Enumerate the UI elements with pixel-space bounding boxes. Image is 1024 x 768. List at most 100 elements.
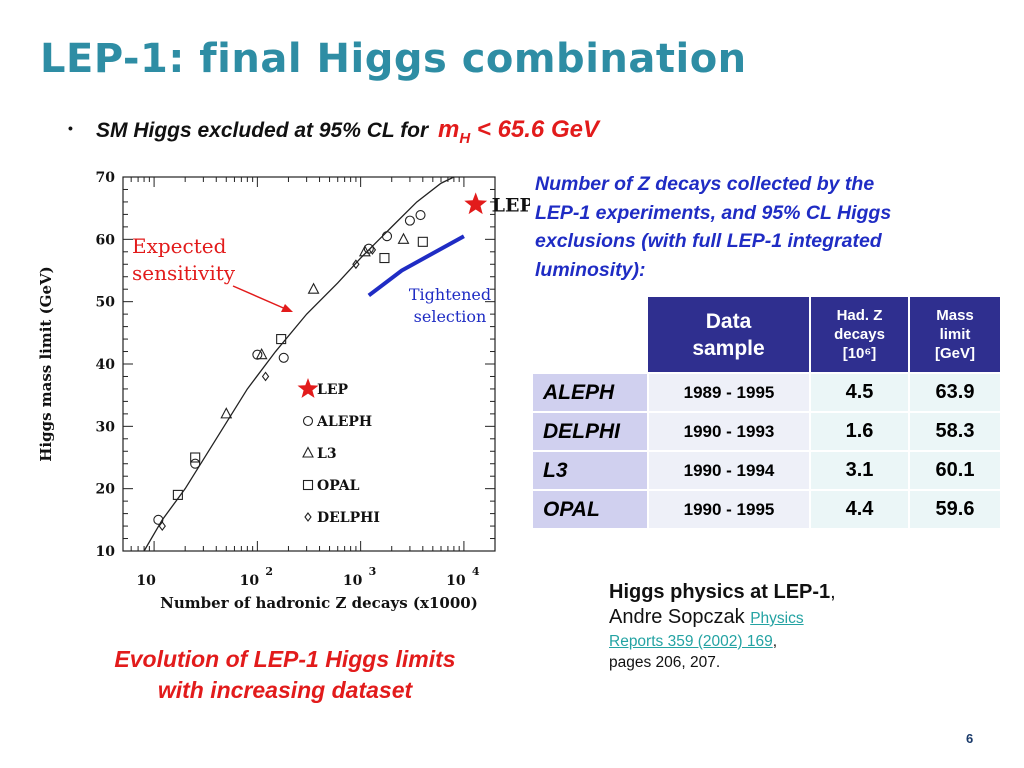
chart-legend: LEP ALEPH L3 OPAL DELPHI — [297, 378, 380, 526]
bullet-text: SM Higgs excluded at 95% CL for — [96, 119, 435, 142]
x-axis-label: Number of hadronic Z decays (x1000) — [160, 594, 478, 612]
tightened-selection — [367, 234, 465, 298]
opal-point — [417, 236, 428, 247]
bullet-dot-icon: • — [68, 120, 73, 136]
slide-title: LEP-1: final Higgs combination — [40, 36, 747, 82]
opal-point — [172, 489, 183, 500]
opal-point — [379, 252, 390, 264]
mass-value: < 65.6 GeV — [470, 116, 599, 143]
delphi-point — [261, 371, 270, 382]
header-mass-limit: Mass limit [GeV] — [909, 297, 1000, 373]
header-line: limit — [939, 326, 971, 343]
y-tick-label: 60 — [96, 232, 116, 248]
mass-limit: 63.9 — [909, 372, 1000, 412]
aleph-point — [415, 209, 426, 221]
legend-diamond-icon — [304, 512, 312, 522]
header-line: decays — [834, 326, 885, 343]
experiment-name: DELPHI — [533, 411, 649, 451]
had-z-decays: 4.5 — [810, 372, 910, 412]
delphi-point — [158, 521, 166, 531]
y-tick-label: 70 — [96, 170, 116, 186]
had-z-decays: 4.4 — [810, 489, 910, 528]
had-z-decays: 1.6 — [810, 411, 910, 451]
mass-limit: 59.6 — [909, 489, 1000, 528]
y-tick-label: 10 — [96, 544, 116, 560]
reference-author-line: Andre Sopczak Physics — [609, 605, 836, 631]
legend-label: OPAL — [317, 478, 360, 494]
aleph-point — [190, 458, 201, 469]
header-line: Mass — [936, 307, 974, 324]
reference-title: Higgs physics at LEP-1 — [609, 581, 831, 603]
legend-square-icon — [302, 479, 314, 491]
y-tick-label: 20 — [96, 482, 116, 498]
data-period: 1990 - 1994 — [648, 450, 811, 490]
reference-author: Andre Sopczak — [609, 606, 751, 628]
table-row: L3 1990 - 1994 3.1 60.1 — [533, 450, 1000, 490]
header-line: Had. Z — [836, 307, 883, 324]
x-tick-exponent: 3 — [369, 565, 377, 578]
experiment-name: OPAL — [533, 489, 649, 528]
aleph-point — [381, 231, 393, 242]
caption-line: with increasing dataset — [157, 677, 413, 703]
page-number: 6 — [966, 731, 974, 746]
data-period: 1990 - 1993 — [648, 411, 811, 451]
mass-limit: 60.1 — [909, 450, 1000, 490]
legend-label: LEP — [317, 382, 349, 398]
aleph-point — [153, 514, 164, 525]
l3-point — [397, 232, 410, 244]
description-line: Number of Z decays collected by the — [535, 173, 875, 195]
table-header-empty — [533, 297, 648, 373]
aleph-point — [404, 215, 415, 226]
l3-point — [307, 282, 320, 294]
bullet-point: • SM Higgs excluded at 95% CL for mH < 6… — [68, 116, 599, 147]
reference-title-line: Higgs physics at LEP-1, — [609, 580, 836, 605]
mass-limit: 58.3 — [909, 411, 1000, 451]
header-line: [10⁶] — [842, 345, 877, 362]
opal-point — [276, 334, 287, 345]
x-tick-label: 10 — [343, 573, 363, 589]
data-points: LEP — [153, 192, 534, 531]
legend-circle-icon — [302, 415, 314, 427]
x-tick-label: 10 — [240, 573, 260, 589]
x-tick-exponent: 2 — [265, 565, 273, 578]
chart-annotations: Expected sensitivity Tightened selection — [132, 234, 491, 326]
data-period: 1989 - 1995 — [648, 372, 811, 412]
reference-link[interactable]: Physics — [750, 610, 804, 627]
x-tick-exponent: 4 — [472, 565, 480, 578]
reference-link[interactable]: Reports 359 (2002) 169 — [609, 633, 773, 650]
reference-comma: , — [830, 581, 836, 603]
tightened-selection-label: Tightened — [409, 285, 491, 304]
experiment-name: L3 — [533, 450, 649, 490]
header-line: Data — [705, 309, 752, 333]
z-decays-description: Number of Z decays collected by the LEP-… — [535, 170, 1005, 284]
description-line: exclusions (with full LEP-1 integrated — [535, 230, 882, 252]
y-axis-label: Higgs mass limit (GeV) — [37, 266, 55, 462]
chart-caption: Evolution of LEP-1 Higgs limits with inc… — [60, 644, 510, 706]
header-line: sample — [692, 336, 765, 360]
reference-pages: pages 206, 207. — [609, 654, 721, 671]
legend-label: DELPHI — [317, 510, 380, 526]
legend-label: ALEPH — [316, 414, 372, 430]
mass-symbol: m — [438, 116, 460, 143]
description-line: LEP-1 experiments, and 95% CL Higgs — [535, 201, 892, 224]
header-data-sample: Data sample — [648, 297, 811, 373]
expected-sensitivity-line — [143, 176, 455, 552]
reference-comma: , — [772, 633, 778, 650]
mass-subscript: H — [459, 129, 471, 147]
x-tick-label: 10 — [136, 573, 156, 589]
aleph-point — [278, 352, 289, 363]
table-row: ALEPH 1989 - 1995 4.5 63.9 — [533, 372, 1000, 412]
axis-ticks: 10 10 2 10 3 10 4 10 20 30 40 50 60 70 Number of hadro… — [37, 170, 496, 612]
legend-star-icon — [297, 378, 319, 398]
lep-point — [464, 192, 488, 215]
table-header-row: Data sample Had. Z decays [10⁶] Mass lim… — [533, 297, 1000, 373]
reference: Higgs physics at LEP-1, Andre Sopczak Ph… — [609, 580, 836, 673]
description-line: luminosity): — [535, 258, 646, 281]
tightened-selection-line — [367, 234, 465, 298]
y-tick-label: 30 — [96, 419, 116, 435]
l3-point — [255, 347, 268, 360]
header-had-z-decays: Had. Z decays [10⁶] — [810, 297, 910, 373]
caption-line: Evolution of LEP-1 Higgs limits — [114, 646, 456, 672]
reference-link-line: Reports 359 (2002) 169, — [609, 631, 836, 652]
l3-point — [220, 407, 233, 419]
